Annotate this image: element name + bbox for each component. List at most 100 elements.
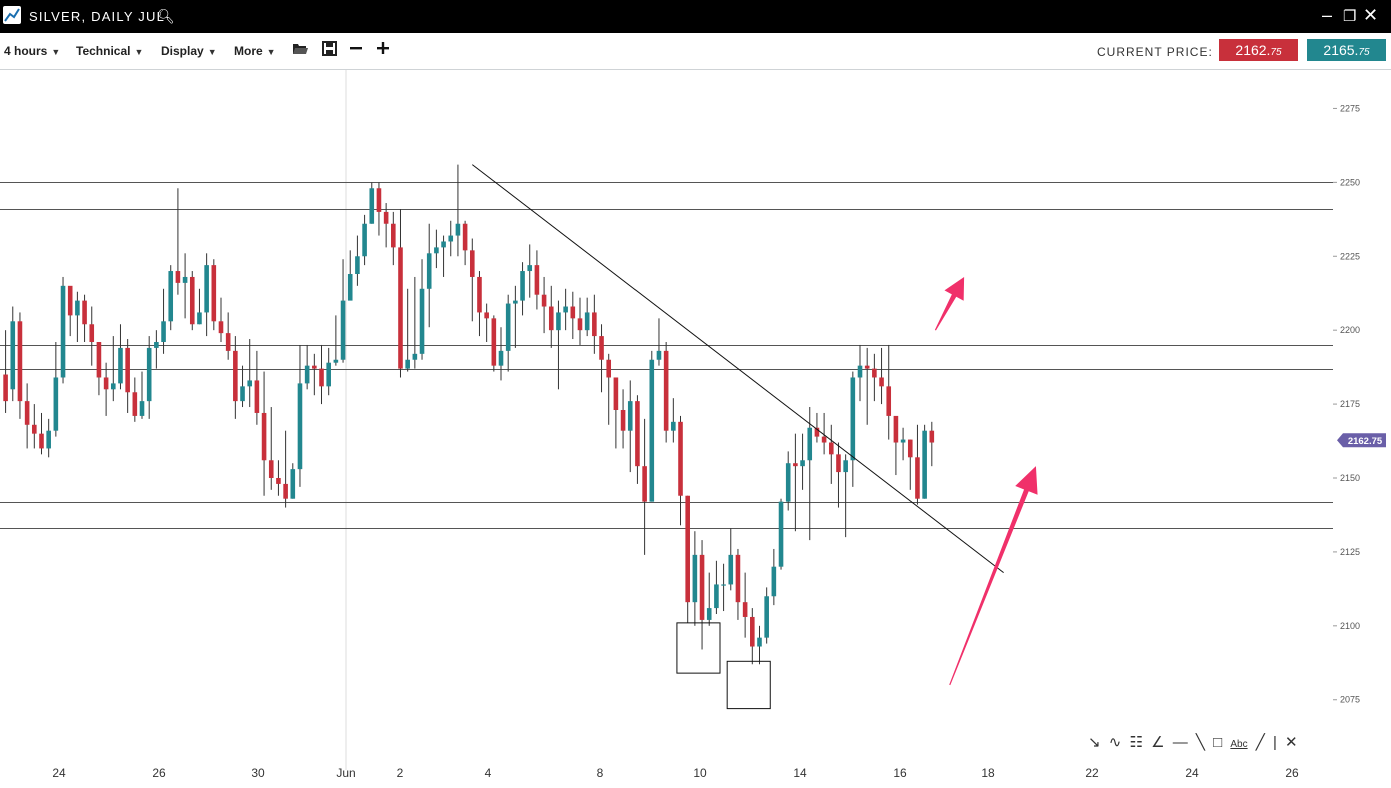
chevron-down-icon: ▼ [134, 47, 144, 57]
candle-body [850, 377, 856, 461]
text-tool-icon[interactable]: Abc [1230, 739, 1248, 750]
candle-body [204, 265, 209, 313]
candle-body [426, 253, 432, 289]
ray-tool-icon[interactable]: ╲ [1195, 734, 1205, 751]
candle-body [82, 300, 87, 325]
candle-body [182, 276, 188, 283]
hline-tool-icon[interactable]: — [1172, 734, 1188, 751]
candle-body [742, 602, 748, 617]
x-tick-label: 8 [597, 766, 604, 780]
candle-body [484, 312, 489, 319]
x-tick-label: 4 [485, 766, 492, 780]
candle-body [391, 223, 396, 248]
display-label: Display [161, 44, 204, 58]
candle-body [764, 596, 769, 638]
candle-body [893, 415, 899, 443]
timeframe-dropdown[interactable]: 4 hours ▼ [4, 44, 60, 58]
candle-body [412, 353, 418, 360]
x-tick-label: 22 [1085, 766, 1099, 780]
candle-body [254, 380, 260, 413]
technical-dropdown[interactable]: Technical ▼ [76, 44, 143, 58]
candle-body [376, 188, 382, 212]
candle-body [857, 365, 863, 378]
candle-body [714, 584, 719, 609]
fan-tool-icon[interactable]: ∠ [1151, 734, 1165, 751]
candle-body [663, 350, 669, 431]
candle-body [211, 265, 217, 322]
candle-body [139, 401, 145, 416]
candle-body [175, 271, 181, 283]
candle-body [757, 637, 762, 647]
candle-body [793, 463, 798, 467]
candle-body [67, 285, 73, 316]
candle-body [828, 442, 834, 455]
candle-body [225, 333, 231, 351]
search-icon[interactable]: 🔍︎ [157, 8, 175, 24]
candle-body [800, 460, 805, 467]
curve-tool-icon[interactable]: ∿ [1108, 734, 1122, 751]
y-tick-label: 2075 [1340, 695, 1360, 705]
candle-body [75, 300, 80, 316]
candle-body [491, 318, 497, 366]
candle-body [570, 306, 576, 319]
bid-small: 75 [1270, 47, 1282, 58]
x-tick-label: 26 [152, 766, 166, 780]
candle-body [498, 350, 504, 366]
candle-body [685, 495, 690, 603]
candle-body [592, 312, 597, 337]
fib-tool-icon[interactable]: ☷ [1129, 734, 1143, 751]
candle-body [843, 460, 848, 473]
last-price-tag [1337, 433, 1386, 448]
y-tick-label: 2200 [1340, 325, 1360, 335]
arrow-tool-icon[interactable]: ↘ [1088, 734, 1101, 751]
close-icon[interactable]: ✕ [1363, 5, 1379, 25]
candle-body [304, 365, 310, 384]
zoom-out-icon[interactable] [349, 41, 363, 60]
line-tool-icon[interactable]: ╱ [1255, 734, 1265, 751]
candle-body [161, 321, 166, 342]
chevron-down-icon: ▼ [266, 47, 276, 57]
candle-body [836, 454, 841, 473]
x-tick-label: 24 [1185, 766, 1199, 780]
candle-body [520, 271, 525, 301]
candle-body [369, 188, 375, 224]
candle-body [771, 566, 777, 597]
y-tick-label: 2150 [1340, 473, 1360, 483]
minimize-icon[interactable]: – [1322, 5, 1333, 25]
popout-icon[interactable]: ❐ [1343, 8, 1357, 25]
candle-body [32, 424, 37, 434]
y-tick-label: 2225 [1340, 251, 1360, 261]
more-dropdown[interactable]: More ▼ [234, 44, 276, 58]
bid-main: 2162. [1235, 42, 1271, 58]
candle-body [534, 265, 540, 295]
highlight-box [676, 622, 721, 674]
x-tick-label: 26 [1285, 766, 1299, 780]
ask-price[interactable]: 2165.75 [1307, 39, 1386, 61]
candle-body [922, 430, 927, 499]
y-tick-label: 2175 [1340, 399, 1360, 409]
drawing-toolbar: ↘ ∿ ☷ ∠ — ╲ □ Abc ╱ | ✕ [1088, 733, 1302, 751]
trendline [471, 164, 1004, 574]
save-icon[interactable] [322, 41, 337, 61]
candle-body [132, 392, 138, 416]
bid-price[interactable]: 2162.75 [1219, 39, 1298, 61]
ask-small: 75 [1358, 47, 1370, 58]
close-icon[interactable]: ✕ [1285, 734, 1298, 751]
zoom-in-icon[interactable] [376, 41, 390, 60]
candle-body [613, 377, 619, 410]
candle-body [584, 312, 590, 331]
timeframe-label: 4 hours [4, 44, 48, 58]
x-tick-label: 2 [397, 766, 404, 780]
candle-body [469, 250, 475, 277]
rect-tool-icon[interactable]: □ [1213, 734, 1223, 751]
y-tick-label: 2100 [1340, 621, 1360, 631]
candle-body [513, 300, 518, 304]
candle-body [915, 457, 920, 499]
x-tick-label: 24 [52, 766, 66, 780]
chevron-down-icon: ▼ [207, 47, 217, 57]
open-folder-icon[interactable] [292, 41, 308, 60]
display-dropdown[interactable]: Display ▼ [161, 44, 217, 58]
candle-body [864, 365, 870, 369]
ask-main: 2165. [1323, 42, 1359, 58]
